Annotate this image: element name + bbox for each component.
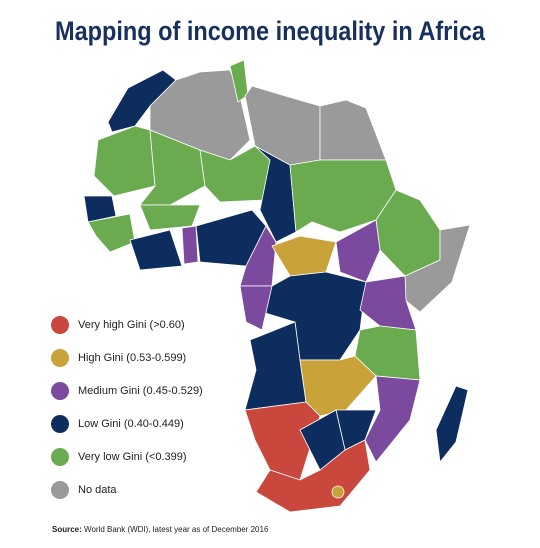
country [87, 213, 136, 253]
country [404, 224, 471, 313]
country [239, 225, 277, 287]
country [239, 285, 273, 331]
legend-swatch [51, 316, 69, 334]
country [435, 385, 469, 463]
country [181, 225, 199, 265]
legend-label: Medium Gini (0.45-0.529) [78, 385, 203, 397]
legend-swatch [51, 448, 69, 466]
country [261, 271, 367, 361]
country [271, 235, 337, 277]
source-label: Source: [52, 525, 82, 534]
country [364, 375, 421, 463]
legend-label: Low Gini (0.40-0.449) [78, 418, 184, 430]
country [299, 355, 377, 417]
country [93, 125, 156, 197]
source-text: World Bank (WDI), latest year as of Dece… [84, 525, 269, 534]
legend-swatch [51, 481, 69, 499]
legend-label: High Gini (0.53-0.599) [78, 352, 186, 364]
country [129, 229, 183, 271]
country [83, 195, 117, 223]
legend-swatch [51, 382, 69, 400]
country [335, 219, 381, 283]
source: Source: World Bank (WDI), latest year as… [52, 525, 269, 534]
legend-label: Very high Gini (>0.60) [78, 319, 185, 331]
country [139, 204, 201, 231]
legend-swatch [51, 415, 69, 433]
legend: Very high Gini (>0.60) High Gini (0.53-0.… [51, 316, 203, 499]
country [331, 485, 345, 499]
legend-label: Very low Gini (<0.399) [78, 451, 187, 463]
legend-swatch [51, 349, 69, 367]
legend-label: No data [78, 484, 117, 496]
title: Mapping of income inequality in Africa [55, 16, 486, 46]
country [319, 99, 387, 161]
country [244, 321, 307, 411]
africa-map [83, 59, 471, 513]
